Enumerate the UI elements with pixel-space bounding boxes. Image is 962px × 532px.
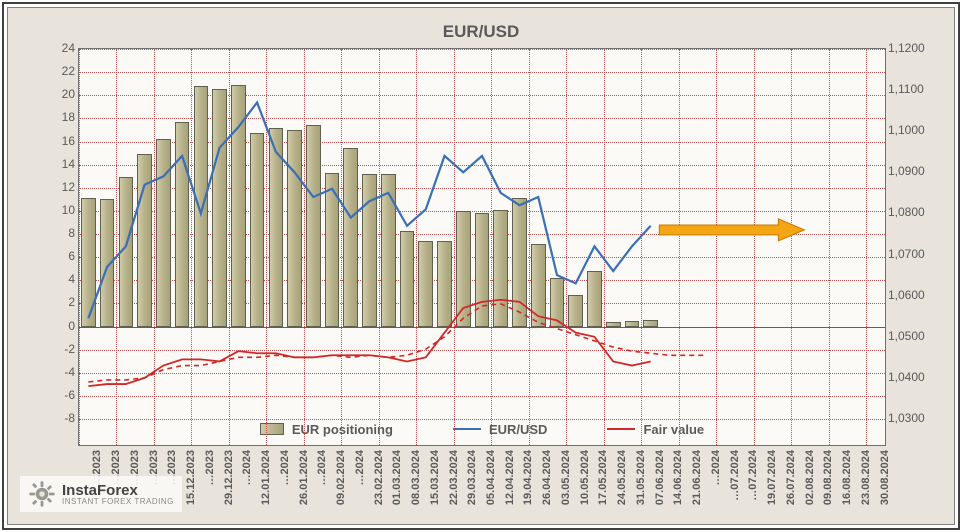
chart-panel: EUR/USD 242220181614121086420-2-4-6-8 1,… (7, 7, 955, 525)
x-tick: 29.03.2024 (466, 450, 478, 505)
watermark-sub: INSTANT FOREX TRADING (62, 498, 174, 506)
x-tick: 09.02.2024 (335, 450, 347, 505)
x-tick: 12.04.2024 (504, 450, 516, 505)
y-tick-right: 1,0800 (888, 205, 936, 219)
y-tick-left: -8 (43, 411, 75, 425)
trend-arrow (659, 219, 804, 241)
x-tick: 30.08.2024 (879, 450, 891, 505)
x-tick: 31.05.2024 (635, 450, 647, 505)
series-line (88, 102, 650, 318)
y-tick-left: -4 (43, 365, 75, 379)
x-tick: …07.2024 (747, 450, 759, 501)
x-tick: 03.05.2024 (560, 450, 572, 505)
x-tick: 19.07.2024 (766, 450, 778, 505)
series-line (88, 304, 707, 382)
y-tick-right: 1,0400 (888, 370, 936, 384)
y-tick-left: 16 (43, 134, 75, 148)
x-tick: 26.07.2024 (785, 450, 797, 505)
x-tick: 26.01.2024 (298, 450, 310, 505)
plot-area: EUR positioning EUR/USD Fair value (78, 48, 886, 446)
y-tick-right: 1,0700 (888, 247, 936, 261)
x-tick: 09.08.2024 (822, 450, 834, 505)
y-tick-left: 24 (43, 41, 75, 55)
x-tick: 01.03.2024 (391, 450, 403, 505)
x-tick: 05.04.2024 (485, 450, 497, 505)
x-axis: …2023…2023…2023…2023…202315.12.2023…2023… (78, 448, 886, 514)
x-tick: 12.01.2024 (260, 450, 272, 505)
x-tick: …2023 (204, 450, 216, 485)
y-tick-left: 4 (43, 272, 75, 286)
x-tick: 19.04.2024 (522, 450, 534, 505)
x-tick: 22.03.2024 (448, 450, 460, 505)
y-tick-right: 1,1100 (888, 82, 936, 96)
series-line (88, 300, 650, 386)
y-tick-right: 1,0500 (888, 329, 936, 343)
x-tick: 24.05.2024 (616, 450, 628, 505)
x-tick: 14.06.2024 (672, 450, 684, 505)
watermark-brand: InstaForex (62, 483, 174, 498)
y-axis-left: 242220181614121086420-2-4-6-8 (43, 48, 75, 446)
y-tick-left: 6 (43, 249, 75, 263)
x-tick: …2024 (354, 450, 366, 485)
gear-icon (28, 480, 56, 508)
y-tick-left: -6 (43, 388, 75, 402)
x-tick: …2024 (241, 450, 253, 485)
watermark: InstaForex INSTANT FOREX TRADING (20, 476, 182, 512)
y-axis-right: 1,12001,11001,10001,09001,08001,07001,06… (888, 48, 936, 446)
y-tick-right: 1,1000 (888, 123, 936, 137)
x-tick: 23.08.2024 (860, 450, 872, 505)
y-tick-left: 2 (43, 295, 75, 309)
y-tick-left: 12 (43, 180, 75, 194)
y-tick-right: 1,1200 (888, 41, 936, 55)
x-tick: 10.05.2024 (579, 450, 591, 505)
lines-layer (79, 49, 885, 445)
x-tick: 17.05.2024 (597, 450, 609, 505)
chart-title: EUR/USD (8, 22, 954, 42)
x-tick: 15.12.2023 (185, 450, 197, 505)
x-tick: …2024 (279, 450, 291, 485)
x-tick: 26.04.2024 (541, 450, 553, 505)
x-tick: …2024 (316, 450, 328, 485)
x-tick: 29.12.2023 (223, 450, 235, 505)
y-tick-left: 10 (43, 203, 75, 217)
x-tick: 16.08.2024 (841, 450, 853, 505)
x-tick: 21.06.2024 (691, 450, 703, 505)
x-tick: 07.06.2024 (654, 450, 666, 505)
x-tick: 02.08.2024 (804, 450, 816, 505)
x-tick: 15.03.2024 (429, 450, 441, 505)
watermark-text: InstaForex INSTANT FOREX TRADING (62, 483, 174, 506)
y-tick-right: 1,0900 (888, 164, 936, 178)
y-tick-left: 8 (43, 226, 75, 240)
y-tick-left: 18 (43, 110, 75, 124)
y-tick-left: 22 (43, 64, 75, 78)
x-tick: …07.2024 (729, 450, 741, 501)
y-tick-right: 1,0300 (888, 411, 936, 425)
x-tick: 08.03.2024 (410, 450, 422, 505)
x-tick: …2024 (710, 450, 722, 485)
y-tick-right: 1,0600 (888, 288, 936, 302)
y-tick-left: -2 (43, 342, 75, 356)
y-tick-left: 0 (43, 319, 75, 333)
x-tick: 23.02.2024 (373, 450, 385, 505)
y-tick-left: 20 (43, 87, 75, 101)
y-tick-left: 14 (43, 157, 75, 171)
